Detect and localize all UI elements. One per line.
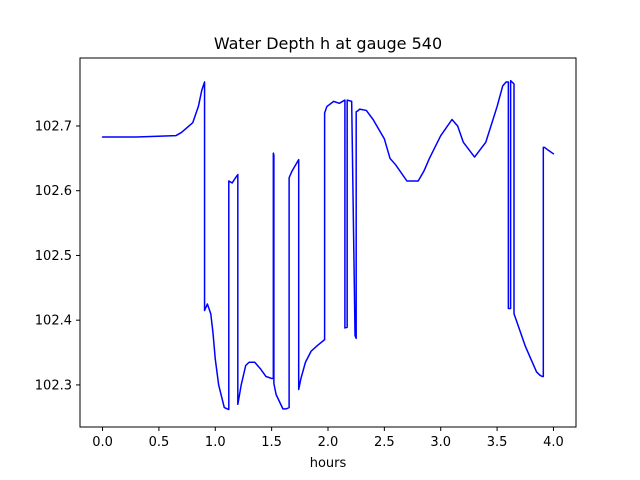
- ticks-layer: 0.0 0.5 1.0 1.5 2.0 2.5 3.0 3.5 4.0 102.3 102.4 102…: [35, 119, 564, 450]
- y-tick-label: 102.7: [35, 119, 72, 134]
- series-line-0: [101, 79, 555, 411]
- x-tick-label: 1.5: [261, 435, 282, 450]
- y-tick-label: 102.4: [35, 314, 72, 329]
- x-tick-label: 4.0: [543, 435, 564, 450]
- x-tick-label: 0.5: [149, 435, 170, 450]
- y-tick-label: 102.3: [35, 378, 72, 393]
- x-tick-label: 3.0: [430, 435, 451, 450]
- x-axis-label: hours: [310, 456, 347, 471]
- x-tick-label: 2.0: [318, 435, 339, 450]
- y-tick-label: 102.6: [35, 184, 72, 199]
- plot-area: [80, 58, 576, 427]
- x-tick-label: 0.0: [92, 435, 113, 450]
- x-tick-label: 3.5: [487, 435, 508, 450]
- x-tick-label: 2.5: [374, 435, 395, 450]
- series-layer: [101, 79, 555, 411]
- y-tick-label: 102.5: [35, 249, 72, 264]
- x-tick-label: 1.0: [205, 435, 226, 450]
- plot-frame: [79, 57, 577, 428]
- chart-title: Water Depth h at gauge 540: [214, 34, 442, 53]
